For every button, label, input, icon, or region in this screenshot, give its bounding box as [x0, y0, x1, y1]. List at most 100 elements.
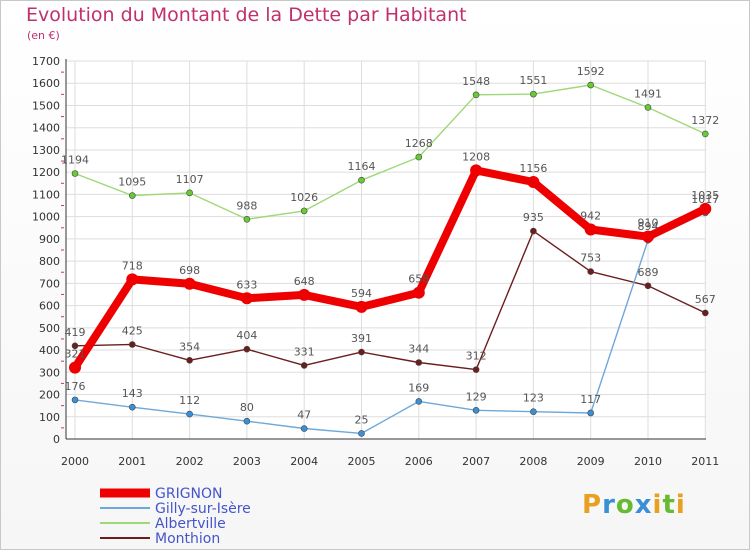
data-label: 988: [236, 199, 257, 212]
x-tick-label: 2009: [577, 455, 605, 468]
data-label: 1156: [519, 162, 547, 175]
data-point: [584, 223, 597, 236]
data-label: 1107: [176, 173, 204, 186]
logo-letter: r: [602, 490, 616, 520]
data-label: 391: [351, 332, 372, 345]
data-label: 698: [179, 264, 200, 277]
y-tick-label: 800: [39, 255, 60, 268]
logo-letter: o: [615, 490, 635, 520]
legend: GRIGNONGilly-sur-IsèreAlbertvilleMonthio…: [100, 486, 251, 547]
data-label: 1017: [691, 193, 719, 206]
data-point: [415, 398, 423, 405]
data-label: 1164: [348, 160, 376, 173]
data-point: [300, 207, 308, 215]
data-point: [412, 286, 425, 299]
data-label: 312: [466, 350, 487, 363]
logo-letter: i: [675, 490, 686, 520]
y-tick-label: 1100: [32, 188, 60, 201]
x-tick-label: 2006: [405, 455, 433, 468]
data-point: [298, 288, 311, 301]
x-tick-label: 2000: [61, 455, 89, 468]
data-label: 1026: [290, 191, 318, 204]
legend-entry: Albertville: [155, 516, 226, 532]
data-label: 129: [466, 390, 487, 403]
data-label: 47: [297, 409, 311, 422]
data-point: [358, 348, 365, 356]
data-label: 1491: [634, 87, 662, 100]
legend-entry: Monthion: [155, 531, 220, 547]
x-tick-label: 2005: [348, 455, 376, 468]
data-label: 321: [65, 348, 86, 361]
y-tick-label: 600: [39, 300, 60, 313]
data-label: 117: [580, 393, 601, 406]
x-tick-label: 2002: [176, 455, 204, 468]
y-tick-label: 1700: [32, 55, 60, 68]
data-point: [358, 430, 365, 437]
y-tick-label: 200: [39, 389, 60, 402]
data-labels-layer: 419 425 354 404 331 391 344 312 935 753 689 567 176 1…: [61, 65, 719, 426]
data-label: 1592: [577, 65, 605, 78]
data-point: [240, 292, 253, 305]
series-line-grignon: [71, 166, 710, 372]
series-line-albertville: [74, 84, 706, 220]
axes: 0 100 200 300 400 500 600 700 800 900 1000 1100 1200…: [32, 55, 719, 468]
data-point: [71, 170, 79, 177]
data-point: [186, 356, 193, 364]
x-tick-label: 2004: [290, 455, 318, 468]
data-label: 344: [408, 343, 429, 356]
unit-label: (en €): [27, 29, 60, 42]
data-point: [183, 277, 196, 290]
data-point: [129, 403, 136, 411]
data-label: 1035: [691, 189, 719, 202]
y-tick-label: 400: [39, 344, 60, 357]
data-point: [126, 273, 139, 286]
x-tick-label: 2008: [519, 455, 547, 468]
data-label: 1208: [462, 150, 490, 163]
data-label: 658: [408, 273, 429, 286]
y-tick-label: 1500: [32, 99, 60, 112]
y-tick-label: 1300: [32, 144, 60, 157]
data-point: [129, 192, 136, 199]
data-point: [642, 230, 654, 243]
data-point: [530, 90, 537, 98]
data-point: [186, 410, 193, 418]
data-point: [243, 417, 251, 425]
y-tick-label: 0: [53, 433, 60, 446]
data-label: 25: [355, 413, 369, 426]
data-label: 718: [122, 259, 143, 272]
x-tick-label: 2010: [634, 455, 662, 468]
data-point: [355, 300, 368, 313]
x-tick-label: 2001: [118, 455, 146, 468]
data-point: [71, 396, 79, 404]
grid: [66, 60, 706, 440]
data-label: 1551: [519, 74, 547, 87]
data-label: 689: [638, 266, 659, 279]
y-tick-label: 100: [39, 411, 60, 424]
data-label: 354: [179, 340, 200, 353]
data-point: [527, 175, 540, 188]
data-label: 176: [65, 380, 86, 393]
data-label: 894: [638, 220, 659, 233]
data-point: [300, 425, 308, 432]
data-label: 1095: [118, 176, 146, 189]
legend-entry: Gilly-sur-Isère: [155, 501, 251, 517]
data-point: [415, 153, 423, 161]
data-label: 123: [523, 392, 544, 405]
data-label: 425: [122, 325, 143, 338]
logo-letter: P: [582, 490, 603, 520]
data-label: 633: [236, 278, 257, 291]
data-label: 1194: [61, 154, 89, 167]
data-point: [701, 309, 709, 317]
data-point: [701, 130, 709, 138]
x-tick-label: 2007: [462, 455, 490, 468]
data-label: 80: [240, 401, 254, 414]
y-tick-label: 1400: [32, 122, 60, 135]
series-line-gilly-sur-is-re: [74, 212, 706, 435]
data-point: [587, 81, 595, 89]
data-label: 1268: [405, 137, 433, 150]
y-tick-label: 300: [39, 366, 60, 379]
chart-title: Evolution du Montant de la Dette par Hab…: [26, 4, 467, 26]
data-label: 567: [695, 293, 716, 306]
data-label: 942: [580, 210, 601, 223]
